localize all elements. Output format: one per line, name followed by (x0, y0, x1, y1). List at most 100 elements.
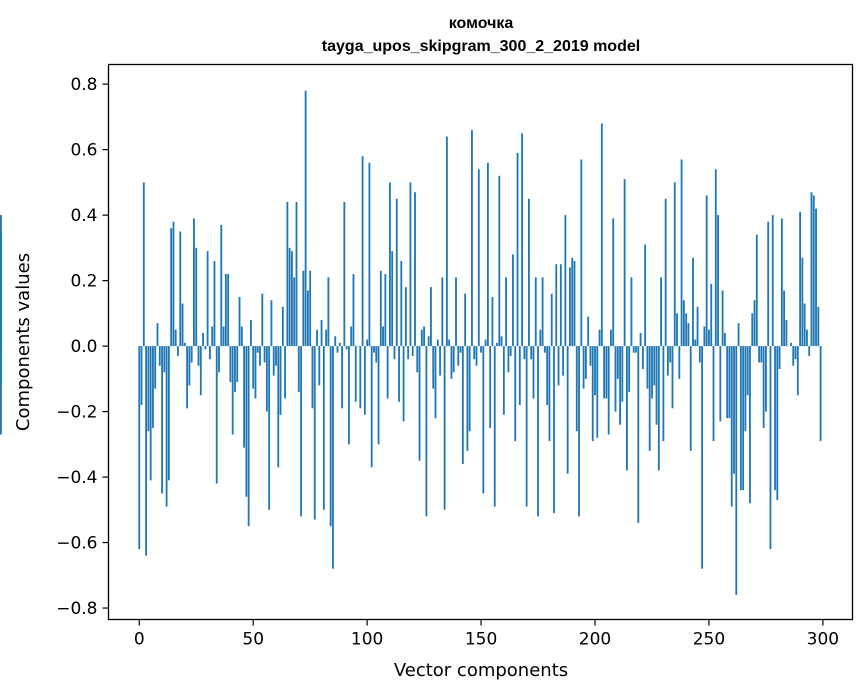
bar-105 (377, 346, 380, 445)
bar-64 (284, 346, 287, 399)
bar-41 (231, 346, 234, 435)
bar-76 (311, 346, 314, 409)
bar-118 (407, 346, 410, 360)
bar-29 (204, 346, 207, 350)
bar-35 (218, 346, 220, 373)
bar-59 (272, 346, 275, 376)
bar-275 (765, 346, 767, 412)
bar-146 (471, 129, 473, 347)
bar-290 (799, 211, 801, 347)
bar-26 (197, 346, 200, 366)
bar-107 (382, 326, 384, 347)
bar-203 (600, 123, 603, 347)
bar-240 (685, 313, 688, 347)
bar-296 (812, 195, 815, 347)
bar-211 (619, 346, 621, 425)
bar-152 (484, 339, 487, 347)
bar-147 (473, 346, 476, 360)
bar-46 (243, 346, 245, 448)
bar-63 (281, 306, 284, 347)
bar-178 (543, 346, 546, 353)
bar-157 (496, 342, 498, 347)
bar-150 (480, 346, 482, 353)
bar-89 (341, 346, 343, 409)
bar-42 (234, 346, 236, 392)
bar-221 (641, 346, 644, 370)
bar-20 (183, 342, 186, 347)
bar-224 (648, 346, 651, 451)
bar-6 (152, 346, 154, 428)
y-tick-label: 0.8 (70, 75, 97, 95)
bar-148 (475, 346, 478, 366)
bar-228 (657, 346, 660, 471)
bar-136 (448, 339, 451, 347)
plot-frame (107, 63, 854, 621)
bar-283 (783, 290, 786, 347)
bar-84 (329, 346, 332, 527)
bar-271 (755, 234, 758, 347)
bar-108 (384, 274, 387, 347)
x-tick-label: 100 (351, 630, 383, 650)
bar-51 (254, 346, 257, 399)
bar-158 (498, 175, 501, 347)
bar-199 (591, 346, 594, 442)
bar-135 (445, 136, 448, 347)
bar-245 (696, 306, 699, 347)
bar-274 (762, 346, 765, 428)
bar-192 (575, 346, 578, 432)
bar-173 (532, 346, 535, 399)
bar-286 (790, 342, 792, 347)
bar-90 (343, 202, 346, 347)
bar-155 (491, 296, 494, 347)
bar-134 (443, 346, 446, 510)
bar-277 (769, 346, 772, 550)
bar-294 (808, 346, 811, 356)
bar-128 (430, 287, 432, 347)
y-tick-label: 0.0 (70, 337, 97, 357)
bar-23 (190, 346, 193, 363)
bar-298 (817, 306, 820, 347)
bar-122 (416, 346, 419, 373)
bar-79 (318, 346, 321, 386)
bar-193 (578, 346, 580, 517)
bar-74 (306, 290, 309, 347)
bar-251 (710, 283, 713, 347)
bar-190 (571, 257, 574, 347)
bar-27 (199, 346, 202, 396)
bar-272 (758, 346, 760, 363)
bar-113 (395, 198, 398, 347)
bar-77 (313, 346, 316, 520)
bar-179 (546, 346, 549, 406)
bar-154 (489, 346, 492, 428)
bar-undefined (0, 346, 2, 435)
bar-176 (539, 329, 542, 347)
bar-215 (628, 346, 631, 392)
bar-49 (250, 319, 252, 347)
bar-229 (660, 277, 662, 347)
bar-61 (277, 346, 280, 468)
bar-7 (154, 346, 157, 389)
bar-230 (662, 346, 665, 442)
bar-56 (265, 346, 268, 412)
bar-106 (379, 270, 382, 347)
bar-201 (596, 346, 599, 438)
bar-220 (639, 333, 642, 347)
bar-291 (801, 257, 804, 347)
bar-282 (780, 218, 783, 347)
bar-209 (614, 346, 617, 412)
bar-278 (771, 215, 774, 347)
bar-260 (730, 346, 733, 507)
bar-196 (584, 346, 587, 379)
bar-80 (320, 319, 323, 347)
bar-167 (518, 346, 521, 406)
bar-67 (291, 251, 293, 347)
bar-280 (776, 346, 779, 500)
bar-54 (261, 293, 264, 347)
bar-37 (222, 326, 225, 347)
bar-3 (145, 346, 148, 556)
bar-217 (632, 346, 635, 353)
bar-293 (806, 329, 808, 347)
bar-163 (509, 346, 512, 356)
bar-98 (361, 156, 364, 347)
bar-183 (555, 264, 558, 347)
